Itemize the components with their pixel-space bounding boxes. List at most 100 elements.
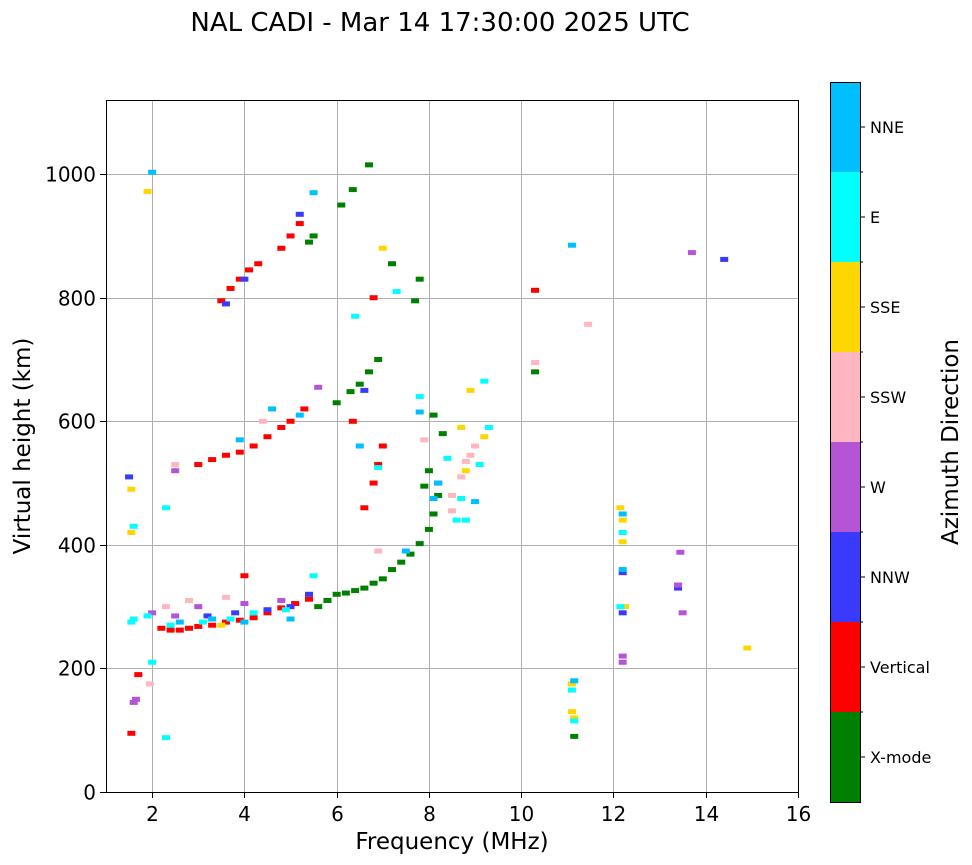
data-point (415, 276, 424, 282)
data-point (424, 526, 433, 532)
y-axis-label: Virtual height (km) (10, 338, 36, 555)
data-point (323, 597, 332, 603)
chart-title: NAL CADI - Mar 14 17:30:00 2025 UTC (190, 8, 689, 38)
data-point (584, 321, 593, 327)
data-point (374, 548, 383, 554)
data-point (397, 559, 406, 565)
colorbar-label: SSW (870, 388, 906, 407)
data-point (621, 604, 629, 610)
data-point (466, 387, 475, 393)
data-point (687, 250, 696, 256)
series-sse (127, 188, 752, 721)
data-point (235, 276, 244, 282)
data-point (429, 412, 438, 418)
data-point (392, 289, 401, 295)
data-point (570, 715, 579, 721)
data-point (618, 653, 627, 659)
colorbar-label: X-mode (870, 748, 931, 767)
data-point (254, 261, 263, 267)
data-point (369, 295, 378, 301)
data-point (295, 221, 304, 227)
data-point (466, 452, 475, 458)
data-point (249, 615, 258, 621)
x-tick-label: 12 (601, 802, 626, 826)
data-point (314, 604, 323, 610)
data-point (531, 369, 540, 375)
data-point (471, 443, 480, 449)
data-point (484, 424, 493, 430)
x-tick-label: 16 (786, 802, 811, 826)
data-point (148, 659, 157, 665)
data-point (277, 424, 286, 430)
data-point (401, 548, 410, 554)
data-point (134, 672, 143, 678)
data-point (378, 443, 387, 449)
data-point (480, 434, 489, 440)
colorbar-swatch (830, 262, 860, 352)
data-point (300, 406, 309, 412)
y-tick-label: 800 (58, 287, 96, 311)
data-point (221, 452, 230, 458)
data-point (351, 588, 360, 594)
data-point (332, 591, 341, 597)
colorbar-frame (830, 82, 861, 803)
data-point (175, 619, 184, 625)
data-point (127, 486, 136, 492)
data-point (208, 457, 217, 463)
data-point (277, 597, 286, 603)
data-point (378, 245, 387, 251)
y-ticks: 0 200 400 600 800 1000 (45, 163, 106, 805)
y-tick-label: 1000 (45, 163, 96, 187)
data-point (143, 188, 152, 194)
data-point (448, 508, 456, 514)
series-vertical (127, 221, 540, 736)
data-point (420, 483, 429, 489)
data-point (171, 468, 180, 474)
data-point (185, 625, 194, 631)
data-point (171, 462, 180, 468)
data-point (235, 437, 244, 443)
data-point (226, 285, 235, 291)
data-point (240, 601, 249, 607)
x-ticks: 2 4 6 8 10 12 14 16 (146, 792, 811, 826)
data-point (268, 406, 277, 412)
data-point (249, 443, 258, 449)
data-point (245, 267, 254, 273)
series-nnw (125, 211, 729, 619)
data-point (281, 607, 290, 613)
x-tick-label: 4 (238, 802, 251, 826)
data-point (161, 505, 170, 511)
data-point (348, 418, 357, 424)
data-point (129, 616, 138, 622)
data-point (720, 256, 729, 262)
data-point (161, 735, 170, 741)
data-point (314, 384, 323, 390)
data-point (171, 613, 180, 619)
data-point (406, 551, 415, 557)
colorbar-label: Vertical (870, 658, 930, 677)
colorbar-swatch (830, 532, 860, 622)
data-point (208, 616, 217, 622)
data-point (291, 601, 300, 607)
data-point (475, 462, 484, 468)
data-point (355, 381, 364, 387)
data-point (438, 431, 447, 437)
data-point (157, 625, 166, 631)
y-tick-label: 200 (58, 657, 96, 681)
data-point (263, 607, 272, 613)
series-w (129, 250, 696, 705)
data-point (129, 699, 138, 705)
data-point (674, 585, 683, 591)
data-point (461, 517, 470, 523)
colorbar-label: E (870, 208, 880, 227)
data-point (240, 619, 249, 625)
data-point (221, 619, 230, 625)
data-point (743, 645, 752, 651)
data-point (355, 443, 364, 449)
grid-layer (106, 100, 798, 792)
data-point (424, 468, 433, 474)
colorbar: X-mode Vertical NNW W SSW SSE E NNE (830, 82, 931, 803)
data-point (415, 409, 424, 415)
data-point (434, 480, 443, 486)
